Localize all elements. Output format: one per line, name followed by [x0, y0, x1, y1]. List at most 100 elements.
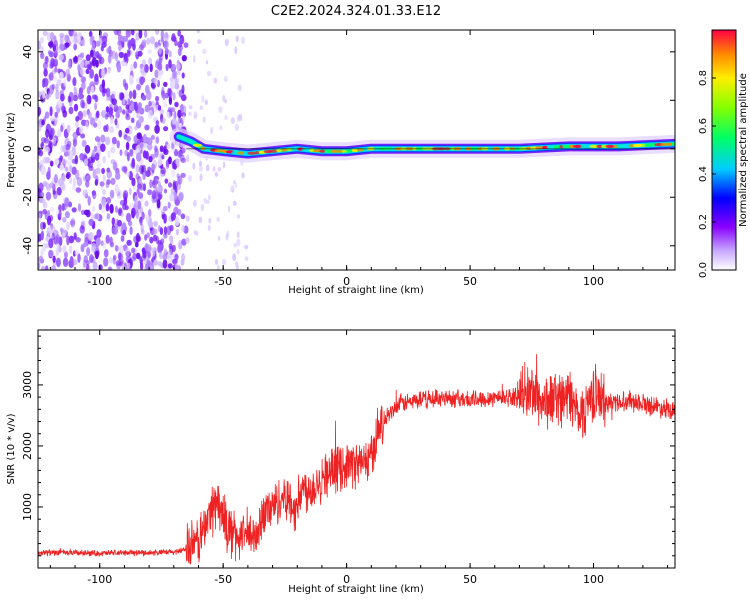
heatmap-noise-cell: [158, 244, 163, 253]
heatmap-noise-cell: [77, 64, 81, 73]
heatmap-noise-cell: [163, 126, 169, 132]
snr-xtick-label: -100: [87, 573, 112, 586]
heatmap-noise-cell: [77, 92, 83, 100]
heatmap-noise-cell: [94, 136, 101, 142]
heatmap-noise-cell: [174, 253, 179, 261]
heatmap-ytick-label: -40: [21, 237, 34, 255]
snr-frame: [37, 329, 676, 569]
heatmap-noise-cell: [98, 203, 103, 211]
heatmap-noise-cell: [115, 260, 122, 266]
heatmap-noise-cell: [50, 225, 56, 236]
heatmap-noise-cell: [121, 264, 125, 270]
heatmap-noise-cell: [96, 229, 102, 239]
heatmap-noise-cell: [105, 106, 110, 113]
heatmap-noise-cell: [87, 111, 93, 120]
heatmap-noise-cell: [172, 181, 177, 191]
heatmap-noise-cell: [85, 179, 90, 188]
heatmap-noise-cell: [222, 95, 226, 103]
heatmap-xlabel: Height of straight line (km): [288, 285, 424, 296]
heatmap-noise-cell: [171, 161, 175, 170]
heatmap-noise-cell: [97, 119, 102, 130]
ridge-hotspot: [309, 148, 315, 152]
heatmap-noise-cell: [155, 30, 160, 35]
heatmap-noise-cell: [89, 254, 94, 263]
heatmap-noise-cell: [144, 200, 149, 207]
ridge-hotspot: [546, 145, 555, 149]
heatmap-noise-cell: [105, 234, 110, 244]
heatmap-noise-cell: [56, 186, 62, 196]
heatmap-noise-cell: [101, 167, 105, 175]
heatmap-noise-cell: [127, 262, 131, 269]
heatmap-noise-cell: [153, 259, 158, 266]
heatmap-noise-cell: [122, 98, 126, 105]
heatmap-noise-cell: [58, 210, 62, 218]
heatmap-noise-cell: [131, 30, 135, 36]
heatmap-noise-cell: [231, 188, 235, 193]
heatmap-noise-cell: [136, 132, 142, 140]
ridge-hotspot: [559, 145, 564, 149]
heatmap-noise-cell: [87, 156, 94, 164]
heatmap-noise-cell: [64, 197, 70, 208]
heatmap-noise-cell: [236, 238, 241, 247]
heatmap-noise-cell: [107, 266, 113, 270]
heatmap-xtick-label: -100: [87, 275, 112, 288]
heatmap-noise-cell: [95, 175, 99, 185]
heatmap-noise-cell: [223, 75, 228, 82]
heatmap-noise-cell: [40, 221, 45, 230]
heatmap-noise-cell: [44, 56, 49, 65]
heatmap-noise-cell: [146, 90, 152, 101]
heatmap-noise-cell: [80, 209, 86, 215]
heatmap-noise-cell: [127, 98, 131, 106]
heatmap-noise-cell: [102, 189, 106, 196]
heatmap-noise-cell: [82, 110, 88, 117]
heatmap-noise-cell: [128, 90, 133, 100]
heatmap-noise-cell: [236, 249, 240, 255]
heatmap-noise-cell: [91, 149, 96, 158]
heatmap-noise-cell: [180, 172, 186, 178]
heatmap-noise-cell: [201, 95, 205, 103]
heatmap-noise-cell: [139, 216, 143, 224]
heatmap-noise-cell: [198, 160, 202, 166]
heatmap-noise-cell: [92, 261, 98, 270]
heatmap-noise-cell: [177, 239, 183, 250]
ridge-hotspot: [324, 149, 332, 153]
heatmap-noise-cell: [163, 81, 168, 87]
heatmap-noise-cell: [48, 90, 52, 98]
heatmap-noise-cell: [152, 228, 158, 235]
heatmap-noise-cell: [104, 136, 111, 145]
heatmap-noise-cell: [115, 205, 118, 213]
heatmap-noise-cell: [244, 256, 249, 261]
heatmap-noise-cell: [99, 181, 105, 187]
heatmap-noise-cell: [109, 189, 115, 199]
heatmap-noise-cell: [59, 155, 63, 162]
heatmap-noise-cell: [163, 226, 168, 235]
heatmap-noise-cell: [106, 179, 111, 185]
heatmap-noise-cell: [144, 264, 150, 270]
heatmap-noise-cell: [148, 100, 152, 107]
heatmap-noise-cell: [136, 152, 142, 162]
ridge-hotspot: [319, 149, 326, 153]
heatmap-noise-cell: [42, 208, 47, 215]
heatmap-noise-cell: [181, 72, 185, 79]
heatmap-noise-cell: [60, 180, 65, 190]
heatmap-noise-cell: [238, 114, 243, 121]
heatmap-noise-cell: [181, 238, 187, 246]
heatmap-noise-cell: [58, 71, 64, 80]
heatmap-noise-cell: [45, 182, 50, 190]
heatmap-noise-cell: [89, 36, 93, 46]
heatmap-noise-cell: [157, 63, 163, 71]
heatmap-noise-cell: [160, 238, 165, 245]
snr-xtick-label: 0: [343, 573, 350, 586]
heatmap-noise-cell: [236, 231, 240, 239]
heatmap-noise-cell: [188, 105, 193, 110]
heatmap-noise-cell: [124, 247, 130, 257]
heatmap-noise-cell: [53, 50, 58, 57]
heatmap-noise-cell: [80, 67, 85, 76]
heatmap-noise-cell: [121, 36, 126, 42]
heatmap-noise-cell: [197, 39, 202, 45]
snr-ytick-label: 2000: [21, 432, 34, 460]
heatmap-noise-cell: [147, 142, 153, 151]
heatmap-noise-cell: [74, 250, 79, 256]
ridge-hotspot: [247, 151, 257, 155]
